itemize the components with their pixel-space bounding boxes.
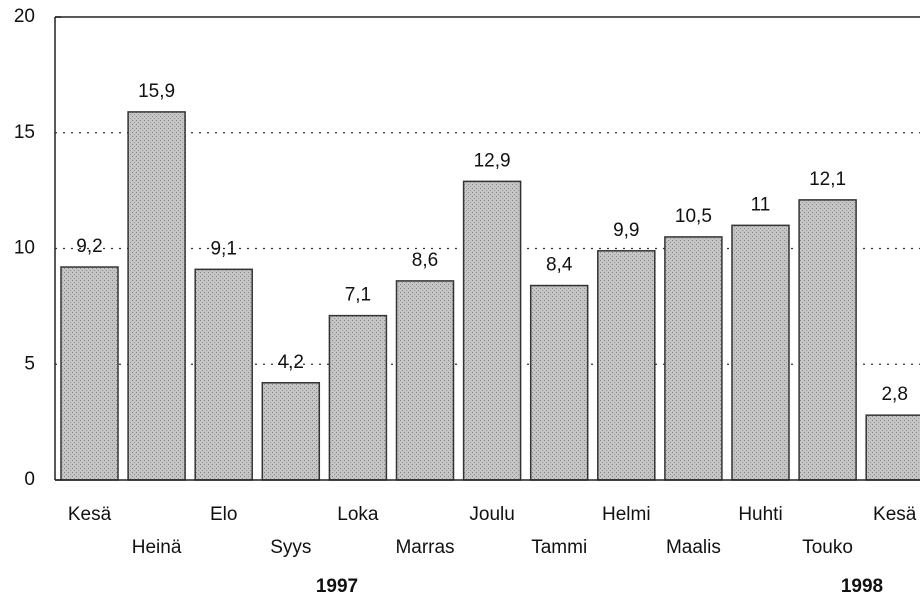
x-tick-label: Elo [210,504,237,525]
value-label: 9,9 [613,220,639,241]
y-tick-label: 0 [24,469,35,490]
value-label: 9,1 [210,238,236,259]
bar [529,284,589,481]
bar [731,224,790,481]
bar [261,382,321,481]
bar [328,314,388,481]
year-label: 1998 [841,576,883,597]
x-tick-label: Joulu [469,504,514,525]
value-label: 9,2 [76,236,102,257]
x-tick-label: Helmi [602,504,651,525]
x-tick-label: Loka [337,504,379,525]
year-label: 1997 [316,576,358,597]
y-tick-label: 20 [14,6,35,27]
x-tick-label: Marras [395,537,454,558]
x-tick-label: Heinä [132,537,182,558]
value-label: 10,5 [675,206,712,227]
x-tick-label: Huhti [738,504,782,525]
bar [194,268,253,481]
value-label: 4,2 [278,352,304,373]
x-tick-label: Kesä [68,504,112,525]
bar [597,250,656,481]
y-tick-label: 5 [24,353,35,374]
bar [395,280,455,481]
bar [865,414,920,481]
bar [60,266,119,481]
value-label: 15,9 [138,81,175,102]
value-label: 8,4 [546,255,573,276]
value-label: 8,6 [412,250,438,271]
y-tick-label: 10 [14,238,35,259]
value-label: 12,1 [809,169,846,190]
bar [664,236,723,481]
value-label: 11 [751,194,771,215]
value-label: 12,9 [474,150,511,171]
x-tick-label: Touko [802,537,853,558]
x-tick-label: Tammi [531,537,587,558]
value-label: 2,8 [881,384,907,405]
x-tick-label: Syys [270,537,311,558]
value-label: 7,1 [345,285,371,306]
y-tick-label: 15 [14,122,35,143]
bar [127,111,186,481]
x-tick-label: Kesä [873,504,917,525]
x-tick-label: Maalis [666,537,721,558]
bar [798,199,857,481]
bar [462,180,522,481]
